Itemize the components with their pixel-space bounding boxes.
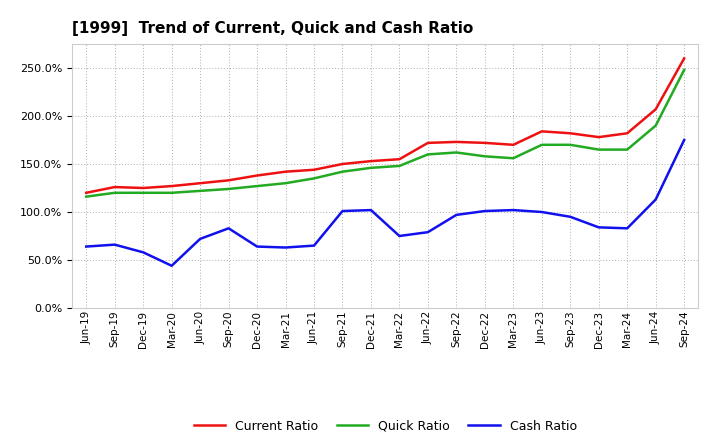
Cash Ratio — [595, 225, 603, 230]
Quick Ratio — [366, 165, 375, 170]
Cash Ratio — [82, 244, 91, 249]
Current Ratio — [139, 185, 148, 191]
Quick Ratio — [82, 194, 91, 199]
Current Ratio — [338, 161, 347, 167]
Current Ratio — [82, 190, 91, 195]
Current Ratio — [480, 140, 489, 146]
Cash Ratio — [253, 244, 261, 249]
Quick Ratio — [595, 147, 603, 152]
Quick Ratio — [338, 169, 347, 174]
Current Ratio — [310, 167, 318, 172]
Quick Ratio — [310, 176, 318, 181]
Current Ratio — [509, 142, 518, 147]
Cash Ratio — [110, 242, 119, 247]
Legend: Current Ratio, Quick Ratio, Cash Ratio: Current Ratio, Quick Ratio, Cash Ratio — [189, 414, 582, 437]
Quick Ratio — [395, 163, 404, 169]
Line: Cash Ratio: Cash Ratio — [86, 140, 684, 266]
Current Ratio — [395, 157, 404, 162]
Quick Ratio — [253, 183, 261, 189]
Cash Ratio — [395, 233, 404, 238]
Cash Ratio — [310, 243, 318, 248]
Cash Ratio — [537, 209, 546, 215]
Text: [1999]  Trend of Current, Quick and Cash Ratio: [1999] Trend of Current, Quick and Cash … — [72, 21, 473, 36]
Quick Ratio — [196, 188, 204, 194]
Current Ratio — [452, 139, 461, 145]
Cash Ratio — [167, 263, 176, 268]
Cash Ratio — [652, 197, 660, 202]
Cash Ratio — [366, 207, 375, 213]
Current Ratio — [225, 178, 233, 183]
Quick Ratio — [225, 186, 233, 191]
Quick Ratio — [680, 67, 688, 73]
Quick Ratio — [652, 123, 660, 128]
Quick Ratio — [423, 152, 432, 157]
Current Ratio — [537, 129, 546, 134]
Current Ratio — [423, 140, 432, 146]
Current Ratio — [566, 131, 575, 136]
Quick Ratio — [110, 190, 119, 195]
Quick Ratio — [139, 190, 148, 195]
Current Ratio — [680, 56, 688, 61]
Current Ratio — [253, 173, 261, 178]
Cash Ratio — [196, 236, 204, 242]
Line: Current Ratio: Current Ratio — [86, 59, 684, 193]
Current Ratio — [167, 183, 176, 189]
Cash Ratio — [480, 209, 489, 214]
Cash Ratio — [452, 212, 461, 217]
Quick Ratio — [480, 154, 489, 159]
Current Ratio — [595, 135, 603, 140]
Quick Ratio — [566, 142, 575, 147]
Line: Quick Ratio: Quick Ratio — [86, 70, 684, 197]
Cash Ratio — [338, 209, 347, 214]
Quick Ratio — [452, 150, 461, 155]
Quick Ratio — [282, 180, 290, 186]
Current Ratio — [652, 106, 660, 112]
Cash Ratio — [423, 230, 432, 235]
Cash Ratio — [282, 245, 290, 250]
Cash Ratio — [680, 137, 688, 143]
Quick Ratio — [167, 190, 176, 195]
Current Ratio — [110, 184, 119, 190]
Quick Ratio — [623, 147, 631, 152]
Cash Ratio — [566, 214, 575, 220]
Cash Ratio — [509, 207, 518, 213]
Cash Ratio — [225, 226, 233, 231]
Quick Ratio — [537, 142, 546, 147]
Current Ratio — [623, 131, 631, 136]
Cash Ratio — [623, 226, 631, 231]
Cash Ratio — [139, 249, 148, 255]
Current Ratio — [282, 169, 290, 174]
Quick Ratio — [509, 156, 518, 161]
Current Ratio — [366, 158, 375, 164]
Current Ratio — [196, 180, 204, 186]
